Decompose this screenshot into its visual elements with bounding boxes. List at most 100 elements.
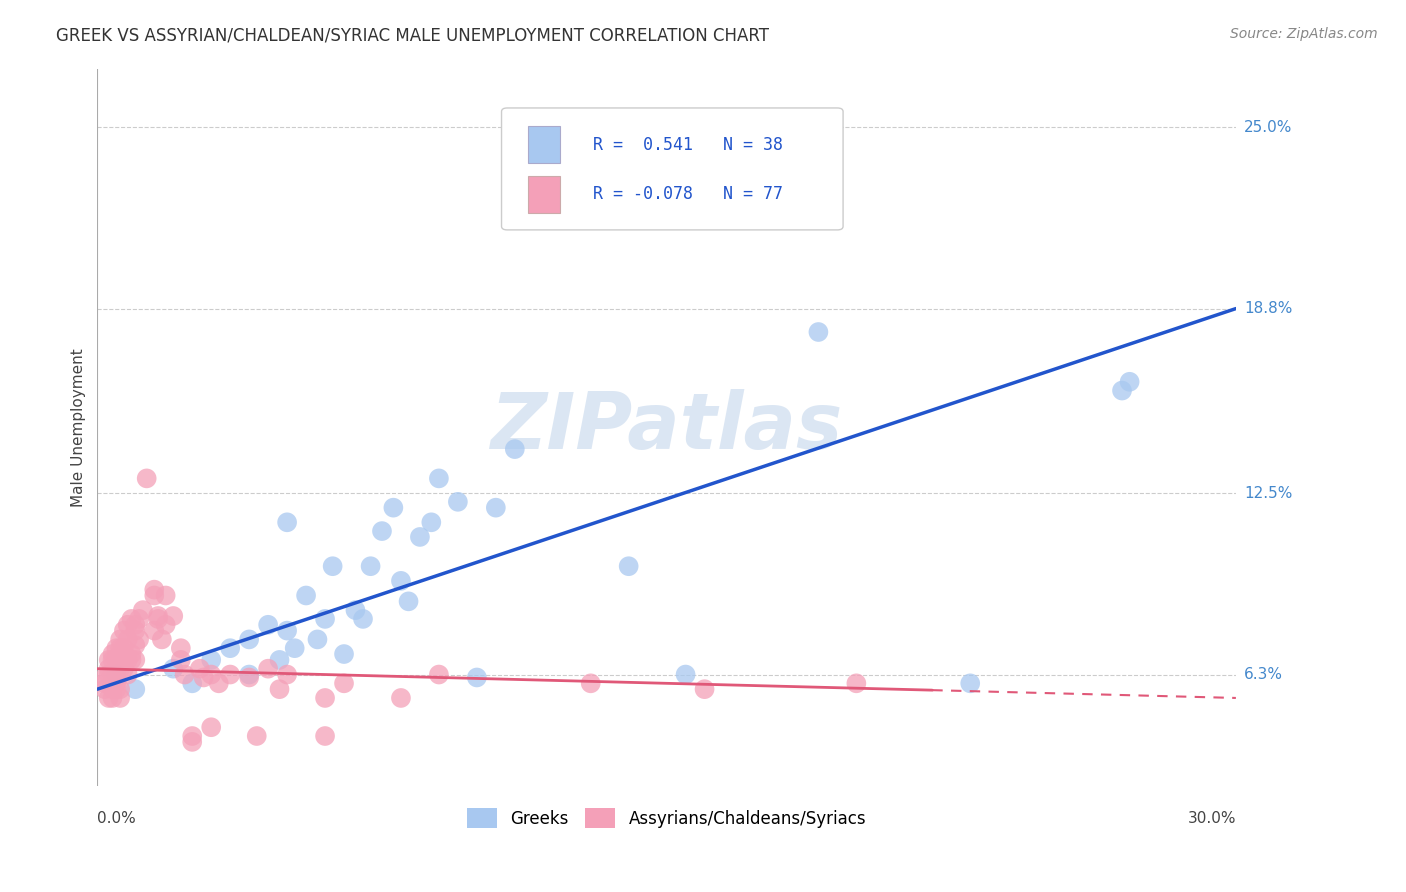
Point (94, 670, 117, 684)
Text: 0.0%: 0.0% (97, 811, 136, 826)
Text: R =  0.541   N = 38: R = 0.541 N = 38 (592, 136, 783, 153)
Point (97, 690, 120, 705)
Point (269, 682, 291, 697)
Point (117, 617, 139, 632)
Point (101, 676, 124, 690)
Point (101, 647, 124, 661)
Point (181, 735, 204, 749)
Point (146, 612, 169, 626)
Point (101, 667, 124, 681)
Point (150, 632, 173, 647)
Point (427, 471, 450, 485)
Point (181, 729, 204, 743)
Text: 25.0%: 25.0% (1244, 120, 1292, 135)
Point (200, 667, 222, 681)
Point (617, 559, 640, 574)
Point (238, 670, 260, 684)
Point (389, 690, 412, 705)
Point (382, 500, 405, 515)
Point (238, 667, 260, 681)
Point (371, 524, 394, 538)
Text: 6.3%: 6.3% (1244, 667, 1284, 682)
Point (121, 647, 143, 661)
Point (447, 495, 470, 509)
Point (485, 500, 508, 515)
Point (112, 647, 135, 661)
Point (128, 632, 150, 647)
Point (389, 574, 412, 588)
Point (124, 624, 146, 638)
Point (108, 662, 131, 676)
Point (219, 641, 242, 656)
Text: ZIPatlas: ZIPatlas (491, 389, 842, 465)
Point (344, 603, 367, 617)
Point (108, 647, 131, 661)
Point (276, 624, 298, 638)
Point (409, 530, 432, 544)
Point (112, 624, 135, 638)
Point (117, 653, 139, 667)
Point (105, 667, 128, 681)
Point (307, 632, 329, 647)
Point (845, 676, 868, 690)
Point (579, 676, 602, 690)
Point (200, 720, 222, 734)
Point (360, 559, 382, 574)
Point (155, 617, 177, 632)
Point (314, 612, 336, 626)
Point (124, 653, 146, 667)
Point (503, 442, 526, 456)
Point (105, 667, 128, 681)
Point (121, 653, 143, 667)
Text: R = -0.078   N = 77: R = -0.078 N = 77 (592, 186, 783, 203)
Point (94, 682, 117, 697)
Point (108, 690, 131, 705)
Point (257, 617, 280, 632)
Text: 30.0%: 30.0% (1188, 811, 1236, 826)
Point (238, 632, 260, 647)
Point (295, 589, 318, 603)
Point (101, 682, 124, 697)
Text: 18.8%: 18.8% (1244, 301, 1292, 316)
Point (112, 641, 135, 656)
Point (121, 612, 143, 626)
Point (124, 638, 146, 652)
Point (188, 662, 211, 676)
Point (108, 682, 131, 697)
Point (94, 676, 117, 690)
Point (105, 653, 128, 667)
Point (97, 667, 120, 681)
Point (162, 609, 184, 624)
Point (333, 676, 356, 690)
Point (219, 667, 242, 681)
Point (117, 632, 139, 647)
Point (181, 676, 204, 690)
Point (276, 516, 298, 530)
Point (284, 641, 307, 656)
Point (257, 662, 280, 676)
Point (105, 682, 128, 697)
Point (112, 662, 135, 676)
Point (143, 589, 166, 603)
Text: GREEK VS ASSYRIAN/CHALDEAN/SYRIAC MALE UNEMPLOYMENT CORRELATION CHART: GREEK VS ASSYRIAN/CHALDEAN/SYRIAC MALE U… (56, 27, 769, 45)
Point (314, 729, 336, 743)
Point (170, 653, 193, 667)
FancyBboxPatch shape (502, 108, 844, 230)
Point (105, 676, 128, 690)
Point (135, 471, 157, 485)
Point (108, 632, 131, 647)
Point (155, 589, 177, 603)
Point (398, 594, 420, 608)
Point (322, 559, 344, 574)
Point (132, 603, 155, 617)
Point (807, 325, 830, 339)
Point (200, 653, 222, 667)
Text: 12.5%: 12.5% (1244, 485, 1292, 500)
Point (143, 624, 166, 638)
Point (208, 676, 231, 690)
Point (693, 682, 716, 697)
Point (128, 612, 150, 626)
Point (352, 612, 374, 626)
Point (97, 662, 120, 676)
Point (162, 662, 184, 676)
